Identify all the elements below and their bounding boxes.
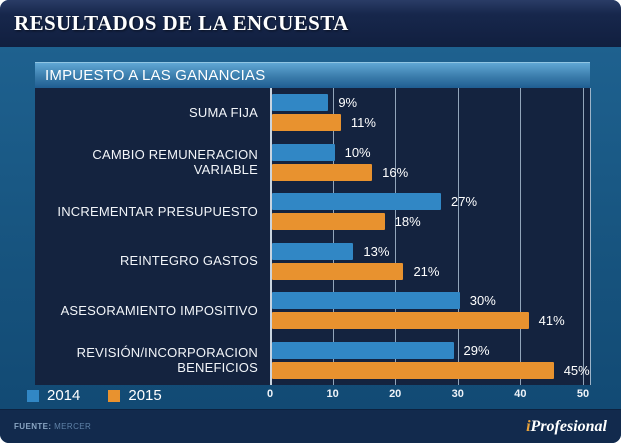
bar-group: SUMA FIJA 9% 11% xyxy=(35,88,590,138)
bar-pair: 10% 16% xyxy=(272,138,590,188)
bar-line: 45% xyxy=(272,361,590,379)
category-label: ASESORAMIENTO IMPOSITIVO xyxy=(60,302,258,318)
bar-group: INCREMENTAR PRESUPUESTO 27% 18% xyxy=(35,187,590,237)
bar-pair: 29% 45% xyxy=(272,336,590,386)
bar-rows: SUMA FIJA 9% 11% CAMBIO REMUNERACION VARIAB… xyxy=(35,88,590,385)
bar-2014 xyxy=(272,341,454,359)
axis-tick-label: 20 xyxy=(389,388,402,400)
value-label: 41% xyxy=(538,313,565,329)
bar-pair: 30% 41% xyxy=(272,286,590,336)
value-label: 16% xyxy=(382,164,409,180)
category-label: SUMA FIJA xyxy=(189,104,258,120)
chart-title-bar: IMPUESTO A LAS GANANCIAS xyxy=(35,62,590,88)
bar-line: 16% xyxy=(272,163,590,181)
bar-2015 xyxy=(272,312,529,330)
y-axis-line xyxy=(270,88,272,385)
legend: 2014 2015 xyxy=(27,387,162,404)
legend-swatch xyxy=(27,389,39,402)
gridline xyxy=(583,88,584,385)
axis-tick-label: 10 xyxy=(326,388,339,400)
bar-2015 xyxy=(272,163,373,181)
gridline xyxy=(395,88,397,385)
legend-item-2015: 2015 xyxy=(108,387,162,404)
axis-tick-label: 40 xyxy=(514,388,527,400)
value-label: 9% xyxy=(338,95,358,111)
bar-2015 xyxy=(272,361,554,379)
value-label: 45% xyxy=(563,362,590,378)
gridline xyxy=(332,88,334,385)
chart-body: IMPUESTO A LAS GANANCIAS SUMA FIJA 9% 11% C… xyxy=(0,47,621,409)
legend-swatch xyxy=(108,389,121,402)
bar-line: 21% xyxy=(272,262,590,280)
legend-label: 2015 xyxy=(128,387,162,404)
axis-tick-label: 0 xyxy=(266,388,274,400)
bar-line: 18% xyxy=(272,213,590,231)
bar-line: 30% xyxy=(272,292,590,310)
legend-label: 2014 xyxy=(47,387,81,404)
value-label: 21% xyxy=(413,263,440,279)
footer: FUENTE: MERCER iProfesional xyxy=(0,409,621,443)
bar-line: 9% xyxy=(272,94,590,112)
gridline xyxy=(520,88,522,385)
category-label: REINTEGRO GASTOS xyxy=(119,253,258,269)
legend-item-2014: 2014 xyxy=(27,387,80,404)
header: RESULTADOS DE LA ENCUESTA xyxy=(0,0,621,47)
bar-line: 27% xyxy=(272,193,590,211)
bar-line: 29% xyxy=(272,341,590,359)
value-label: 10% xyxy=(344,144,371,160)
bar-pair: 13% 21% xyxy=(272,237,590,287)
source-label: FUENTE: xyxy=(14,422,52,431)
category-label: INCREMENTAR PRESUPUESTO xyxy=(57,203,258,219)
bar-line: 10% xyxy=(272,143,590,161)
value-label: 11% xyxy=(350,115,376,131)
bar-2014 xyxy=(272,143,335,161)
bar-group: REINTEGRO GASTOS 13% 21% xyxy=(35,237,590,287)
value-label: 29% xyxy=(463,342,490,358)
bar-pair: 27% 18% xyxy=(272,187,590,237)
page-title: RESULTADOS DE LA ENCUESTA xyxy=(14,11,349,35)
gridline xyxy=(457,88,459,385)
bar-2014 xyxy=(272,292,460,310)
bar-pair: 9% 11% xyxy=(272,88,590,138)
x-axis: 0 10 20 30 40 50 xyxy=(0,388,621,402)
bar-2015 xyxy=(272,114,341,132)
logo-rest: Profesional xyxy=(530,417,607,435)
category-label: REVISIÓN/INCORPORACION BENEFICIOS xyxy=(76,344,258,376)
bar-2014 xyxy=(272,193,442,211)
bar-2015 xyxy=(272,213,385,231)
iprofesional-logo: iProfesional xyxy=(526,418,607,436)
category-label: CAMBIO REMUNERACION VARIABLE xyxy=(92,146,258,178)
value-label: 30% xyxy=(469,293,496,309)
plot-area: SUMA FIJA 9% 11% CAMBIO REMUNERACION VARIAB… xyxy=(35,88,591,385)
bar-2014 xyxy=(272,94,329,112)
logo-prefix: i xyxy=(526,417,531,435)
value-label: 18% xyxy=(394,214,421,230)
axis-tick-label: 50 xyxy=(576,388,590,400)
axis-tick-label: 30 xyxy=(451,388,464,400)
bar-2015 xyxy=(272,262,404,280)
bar-line: 11% xyxy=(272,114,590,132)
bar-group: REVISIÓN/INCORPORACION BENEFICIOS 29% 45% xyxy=(35,336,590,386)
source-value: MERCER xyxy=(54,422,92,431)
bar-line: 13% xyxy=(272,242,590,260)
value-label: 27% xyxy=(451,194,478,210)
bar-group: CAMBIO REMUNERACION VARIABLE 10% 16% xyxy=(35,138,590,188)
chart-title: IMPUESTO A LAS GANANCIAS xyxy=(45,67,266,84)
bar-group: ASESORAMIENTO IMPOSITIVO 30% 41% xyxy=(35,286,590,336)
bar-line: 41% xyxy=(272,312,590,330)
bar-2014 xyxy=(272,242,354,260)
value-label: 13% xyxy=(363,243,390,259)
source-credit: FUENTE: MERCER xyxy=(14,422,91,431)
